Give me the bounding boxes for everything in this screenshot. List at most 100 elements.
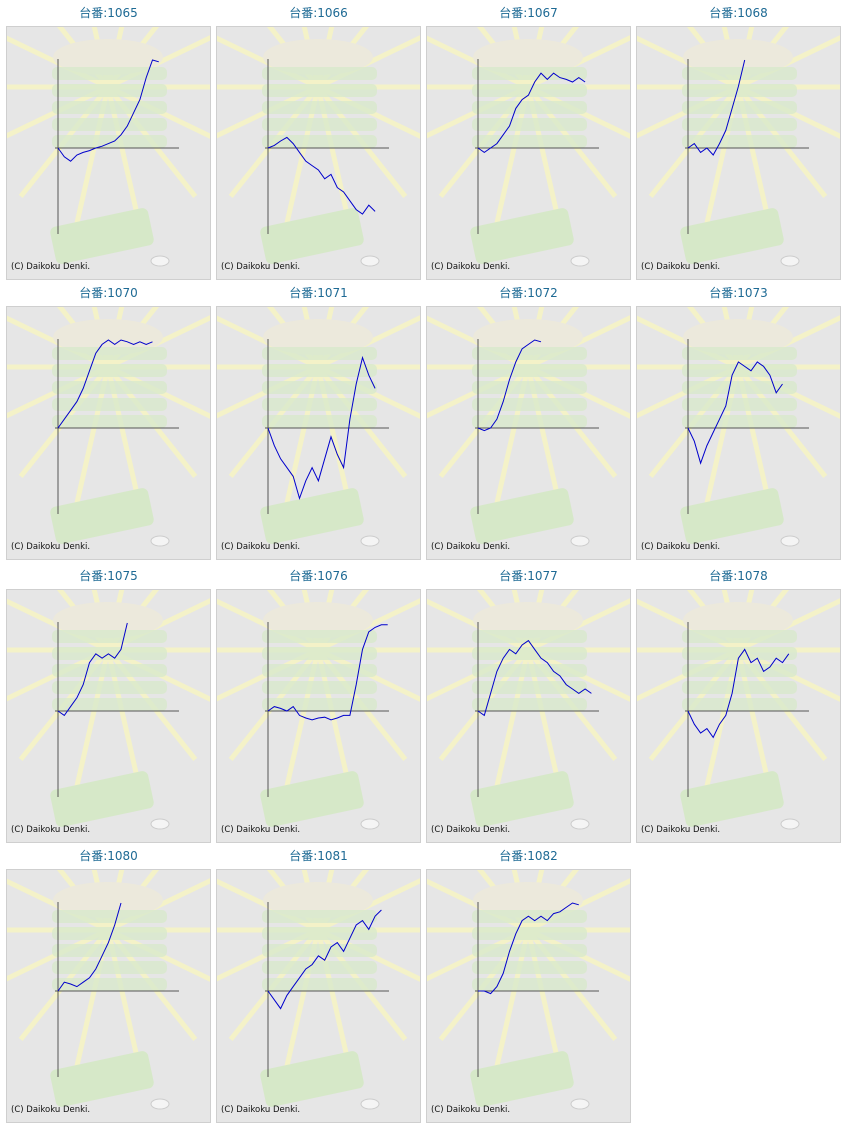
slump-line	[477, 339, 542, 432]
slump-line	[477, 72, 586, 154]
decor	[262, 910, 377, 923]
ray	[526, 927, 630, 982]
decor	[262, 961, 377, 974]
graph: (C) Daikoku Denki.	[217, 27, 420, 272]
decor	[262, 978, 377, 991]
ray	[106, 364, 210, 419]
graph-panel: 台番:1065 (C) Daikoku Denki.	[6, 4, 211, 280]
decor	[52, 135, 167, 148]
decor	[262, 84, 377, 97]
decor	[472, 630, 587, 643]
machine-title: 台番:1070	[79, 286, 138, 300]
decor	[53, 602, 163, 638]
graph-box: (C) Daikoku Denki.	[6, 589, 211, 843]
decor	[680, 771, 784, 827]
decor	[472, 118, 587, 131]
ray	[316, 84, 420, 139]
decor	[52, 664, 167, 677]
machine-title: 台番:1068	[709, 6, 768, 20]
graph-panel: 台番:1078 (C) Daikoku Denki.	[636, 567, 841, 843]
graph-box: (C) Daikoku Denki.	[216, 306, 421, 560]
decor	[262, 415, 377, 428]
decor	[360, 255, 380, 267]
decor	[52, 698, 167, 711]
credit: (C) Daikoku Denki.	[11, 825, 90, 835]
machine-title: 台番:1078	[709, 569, 768, 583]
decor	[680, 488, 784, 544]
decor	[52, 647, 167, 660]
graph-box: (C) Daikoku Denki.	[216, 589, 421, 843]
credit: (C) Daikoku Denki.	[641, 825, 720, 835]
ray	[526, 84, 630, 139]
decor	[53, 39, 163, 75]
graph-box: (C) Daikoku Denki.	[636, 26, 841, 280]
graph-box: (C) Daikoku Denki.	[426, 306, 631, 560]
graph-box: (C) Daikoku Denki.	[636, 306, 841, 560]
machine-title: 台番:1077	[499, 569, 558, 583]
decor	[262, 944, 377, 957]
machine-title: 台番:1072	[499, 286, 558, 300]
ray	[637, 84, 740, 139]
decor	[262, 135, 377, 148]
decor	[472, 944, 587, 957]
decor	[473, 39, 583, 75]
decor	[52, 101, 167, 114]
decor	[52, 927, 167, 940]
decor	[682, 347, 797, 360]
decor	[682, 101, 797, 114]
ray	[736, 84, 840, 139]
credit: (C) Daikoku Denki.	[431, 825, 510, 835]
decor	[52, 84, 167, 97]
decor	[473, 882, 583, 918]
decor	[52, 67, 167, 80]
decor	[570, 535, 590, 547]
decor	[360, 535, 380, 547]
decor	[780, 818, 800, 830]
credit: (C) Daikoku Denki.	[431, 542, 510, 552]
decor	[472, 698, 587, 711]
graph-panel: 台番:1071 (C) Daikoku Denki.	[216, 284, 421, 560]
decor	[473, 602, 583, 638]
graph-panel: 台番:1072 (C) Daikoku Denki.	[426, 284, 631, 560]
decor	[262, 347, 377, 360]
decor	[472, 364, 587, 377]
slump-line	[478, 902, 579, 995]
decor	[150, 535, 170, 547]
decor	[360, 1098, 380, 1110]
decor	[50, 208, 154, 264]
decor	[50, 1051, 154, 1107]
decor	[570, 1098, 590, 1110]
graph: (C) Daikoku Denki.	[637, 307, 840, 552]
decor	[52, 364, 167, 377]
decor	[780, 535, 800, 547]
decor	[262, 118, 377, 131]
decor	[473, 319, 583, 355]
decor	[263, 602, 373, 638]
decor	[263, 39, 373, 75]
decor	[262, 630, 377, 643]
decor	[52, 978, 167, 991]
graph-panel: 台番:1070 (C) Daikoku Denki.	[6, 284, 211, 560]
machine-title: 台番:1067	[499, 6, 558, 20]
slump-line	[267, 624, 388, 721]
decor	[262, 664, 377, 677]
ray	[7, 927, 110, 982]
ray	[526, 647, 630, 702]
decor	[50, 771, 154, 827]
credit: (C) Daikoku Denki.	[641, 262, 720, 272]
graph-panel: 台番:1082 (C) Daikoku Denki.	[426, 847, 631, 1123]
decor	[682, 647, 797, 660]
machine-title: 台番:1075	[79, 569, 138, 583]
decor	[472, 67, 587, 80]
ray	[526, 364, 630, 419]
decor	[682, 364, 797, 377]
decor	[472, 647, 587, 660]
decor	[682, 664, 797, 677]
graph-box: (C) Daikoku Denki.	[6, 306, 211, 560]
graph-box: (C) Daikoku Denki.	[216, 26, 421, 280]
decor	[472, 101, 587, 114]
decor	[52, 961, 167, 974]
decor	[472, 398, 587, 411]
decor	[682, 135, 797, 148]
slump-line	[267, 355, 376, 501]
